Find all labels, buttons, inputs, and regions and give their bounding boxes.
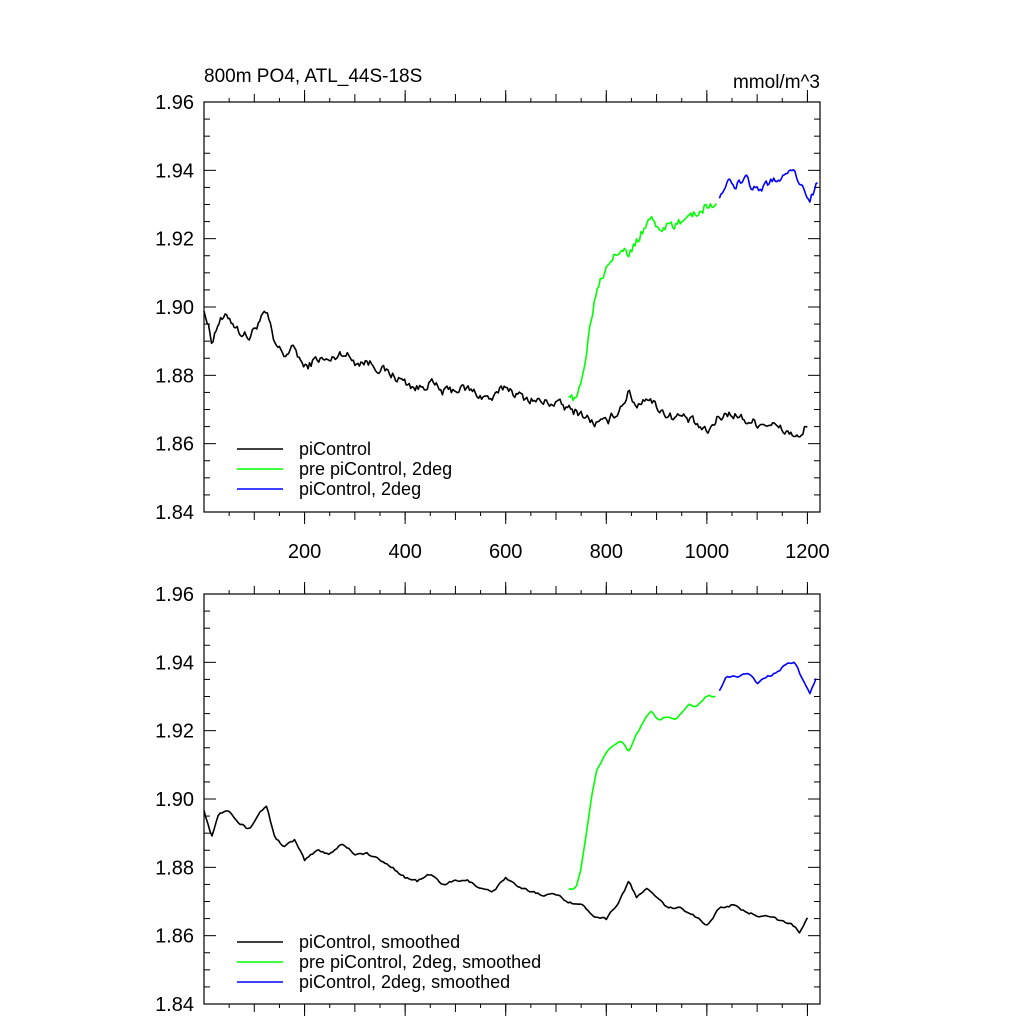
x-tick-label: 1000	[685, 541, 730, 563]
bottom-panel: 1.84 1.86 1.88 1.90 1.92 1.94 1.96 piControl, s…	[155, 582, 821, 1016]
x-tick-label: 200	[288, 541, 321, 563]
top-plot-frame	[203, 101, 821, 513]
y-tick-label: 1.94	[155, 160, 194, 182]
x-tick-label: 800	[590, 541, 623, 563]
y-tick-label: 1.86	[155, 926, 194, 948]
x-tick-label: 1200	[785, 541, 830, 563]
legend-label: piControl	[299, 439, 371, 459]
y-tick-label: 1.92	[155, 721, 194, 743]
y-tick-label: 1.90	[155, 297, 194, 319]
series-line	[568, 203, 718, 402]
series-line	[718, 661, 817, 695]
legend-label: piControl, 2deg, smoothed	[299, 972, 510, 992]
series-line	[718, 169, 818, 203]
legend-label: piControl, smoothed	[299, 932, 460, 952]
y-tick-label: 1.88	[155, 365, 194, 387]
x-tick-label: 600	[489, 541, 522, 563]
y-tick-label: 1.84	[155, 502, 194, 524]
y-tick-label: 1.88	[155, 857, 194, 879]
y-tick-label: 1.92	[155, 229, 194, 251]
y-tick-label: 1.84	[155, 994, 194, 1016]
legend-label: pre piControl, 2deg, smoothed	[299, 952, 541, 972]
series-line	[568, 694, 716, 890]
top-ticks	[204, 90, 820, 524]
legend-label: pre piControl, 2deg	[299, 459, 452, 479]
bottom-plot-frame	[203, 593, 821, 1005]
y-tick-label: 1.90	[155, 789, 194, 811]
top-panel: 1.84 1.86 1.88 1.90 1.92 1.94 1.96 200 400 600 800…	[155, 66, 830, 563]
series-line	[203, 310, 808, 438]
units-label: mmol/m^3	[733, 72, 820, 93]
bottom-ticks	[204, 582, 820, 1016]
y-tick-label: 1.96	[155, 584, 194, 606]
y-tick-label: 1.94	[155, 652, 194, 674]
legend-label: piControl, 2deg	[299, 479, 421, 499]
y-tick-label: 1.86	[155, 434, 194, 456]
chart-title: 800m PO4, ATL_44S-18S	[204, 66, 422, 87]
x-tick-label: 400	[388, 541, 421, 563]
y-tick-label: 1.96	[155, 92, 194, 114]
series-line	[203, 805, 809, 934]
